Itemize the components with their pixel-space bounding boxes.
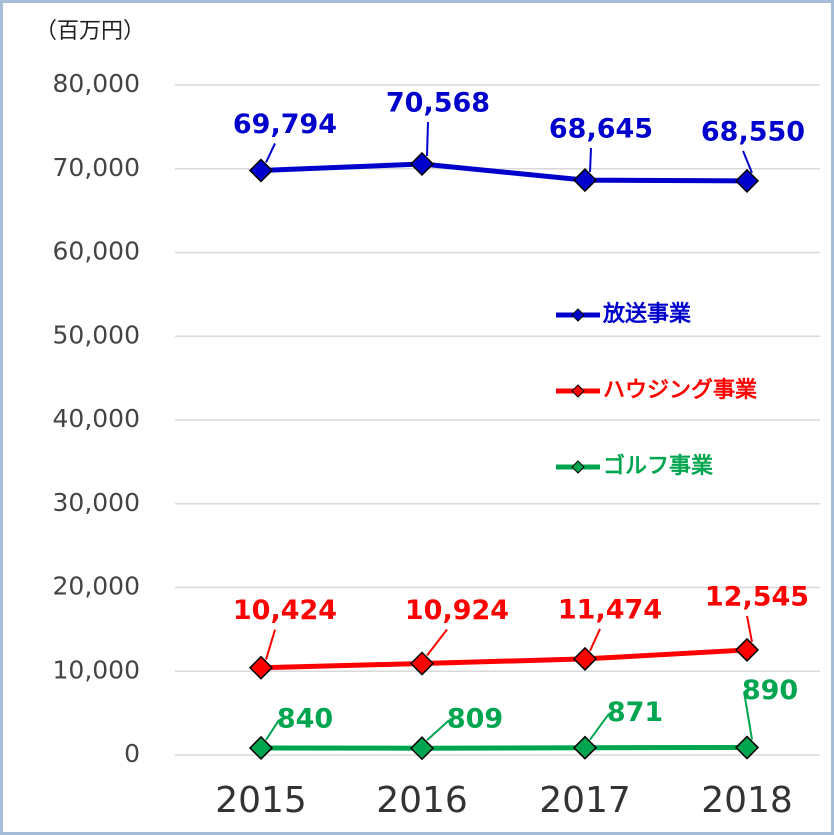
leader-line	[265, 143, 276, 163]
legend-label: ハウジング事業	[603, 377, 758, 403]
legend-marker	[571, 308, 585, 322]
data-point	[572, 735, 598, 760]
data-point	[734, 168, 760, 193]
x-tick-label: 2016	[376, 780, 468, 821]
series-line	[260, 647, 748, 671]
data-point	[409, 736, 435, 761]
series-line	[260, 745, 748, 751]
legend-label: 放送事業	[602, 301, 692, 327]
data-point	[248, 735, 274, 761]
x-tick-label: 2017	[539, 780, 631, 821]
leader-line	[265, 719, 280, 741]
data-label: 12,545	[705, 581, 809, 612]
leader-line	[589, 628, 601, 652]
data-point	[734, 735, 760, 760]
data-label: 10,424	[233, 595, 337, 626]
leader-line	[742, 150, 753, 174]
data-point	[409, 651, 435, 676]
data-point	[248, 655, 274, 680]
leader-line	[426, 628, 448, 657]
data-point	[734, 637, 760, 662]
y-tick-label: 40,000	[53, 404, 140, 433]
y-tick-label: 30,000	[53, 488, 140, 517]
leader-line	[746, 615, 753, 643]
y-tick-label: 50,000	[53, 320, 140, 349]
legend-marker	[571, 384, 585, 398]
data-label: 68,550	[701, 116, 805, 147]
leader-line	[743, 691, 753, 740]
leader-line	[426, 121, 429, 157]
y-tick-label: 60,000	[53, 237, 140, 266]
y-tick-label: 70,000	[53, 153, 140, 182]
y-tick-label: 80,000	[53, 69, 140, 98]
data-label: 11,474	[558, 594, 662, 625]
legend-label: ゴルフ事業	[603, 453, 714, 479]
y-tick-label: 10,000	[53, 655, 140, 684]
y-tick-label: 20,000	[53, 572, 140, 601]
data-label: 871	[607, 697, 663, 728]
data-label: 69,794	[233, 109, 337, 140]
data-point	[409, 151, 435, 177]
data-point	[572, 168, 598, 193]
x-tick-label: 2015	[215, 780, 307, 821]
data-label: 809	[447, 704, 503, 735]
legend-marker	[571, 460, 585, 474]
leader-line	[426, 719, 450, 741]
leader-line	[265, 629, 276, 660]
x-tick-label: 2018	[701, 780, 793, 821]
y-tick-label: 0	[124, 739, 140, 768]
data-point	[248, 158, 274, 183]
leader-line	[589, 713, 610, 741]
leader-line	[589, 148, 592, 173]
data-label: 68,645	[549, 114, 653, 145]
data-label: 70,568	[386, 87, 490, 118]
data-label: 840	[277, 703, 333, 734]
series-line	[260, 161, 748, 184]
data-point	[572, 646, 598, 671]
data-label: 10,924	[405, 595, 509, 626]
data-label: 890	[742, 675, 798, 706]
y-axis-label: （百万円）	[35, 19, 145, 44]
